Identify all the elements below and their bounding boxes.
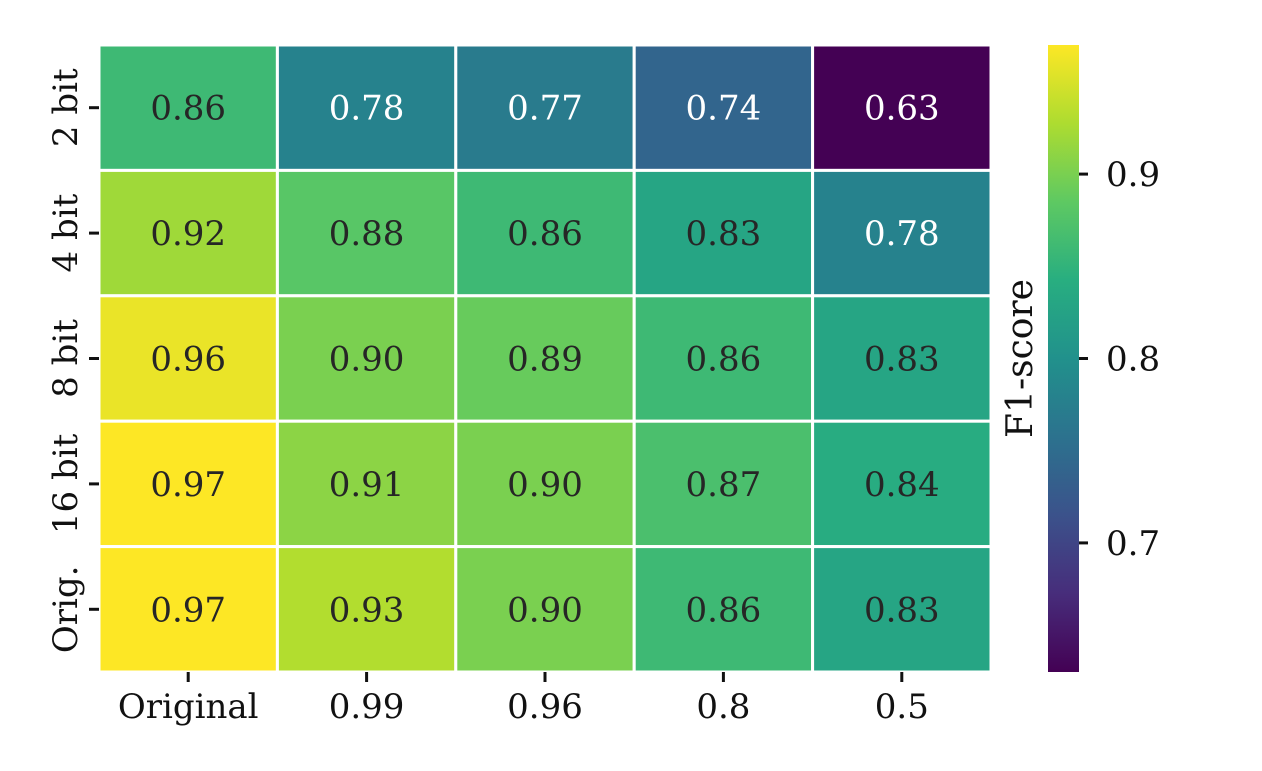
- cell-value-label: 0.96: [150, 340, 226, 380]
- y-tick-label: 4 bit: [46, 193, 86, 272]
- cell-value-label: 0.83: [686, 214, 762, 254]
- heatmap-cell: [632, 294, 815, 423]
- cell-value-label: 0.83: [864, 340, 940, 380]
- cell-value-label: 0.86: [686, 340, 762, 380]
- cell-value-label: 0.93: [329, 590, 405, 630]
- cell-value-label: 0.74: [686, 89, 762, 129]
- heatmap-cell: [275, 419, 458, 549]
- heatmap-cell: [97, 545, 279, 674]
- cell-value-label: 0.78: [864, 214, 940, 254]
- cell-value-label: 0.90: [507, 465, 583, 505]
- x-tick-label: 0.99: [329, 687, 405, 727]
- cell-value-label: 0.90: [329, 340, 405, 380]
- x-axis: Original 0.99 0.96 0.8 0.5: [118, 672, 929, 727]
- cell-value-label: 0.91: [329, 465, 405, 505]
- cell-value-label: 0.86: [686, 590, 762, 630]
- x-tick-label: Original: [118, 687, 259, 727]
- heatmap-cell: [97, 43, 279, 172]
- cell-value-label: 0.63: [864, 89, 940, 129]
- colorbar: F1-score 0.7 0.8 0.9: [1000, 45, 1160, 672]
- cell-value-label: 0.88: [329, 214, 405, 254]
- heatmap-cell: [632, 419, 815, 549]
- cell-value-label: 0.92: [150, 214, 226, 254]
- cell-value-label: 0.83: [864, 590, 940, 630]
- x-tick-label: 0.96: [507, 687, 583, 727]
- colorbar-tick-label: 0.8: [1106, 340, 1160, 380]
- cell-value-label: 0.87: [686, 465, 762, 505]
- y-tick-label: Orig.: [46, 566, 86, 654]
- y-tick-label: 8 bit: [46, 319, 86, 398]
- heatmap-cell: [454, 545, 636, 674]
- colorbar-tick-label: 0.7: [1106, 524, 1160, 564]
- y-tick-label: 2 bit: [46, 68, 86, 147]
- cell-value-label: 0.84: [864, 465, 940, 505]
- y-tick-label: 16 bit: [46, 433, 86, 534]
- cell-value-label: 0.77: [507, 89, 583, 129]
- heatmap-cell: [454, 43, 636, 172]
- cell-value-label: 0.86: [507, 214, 583, 254]
- y-axis: 2 bit 4 bit 8 bit 16 bit Orig.: [46, 68, 99, 653]
- heatmap-cell: [275, 43, 458, 172]
- colorbar-gradient: [1048, 45, 1079, 672]
- cell-value-label: 0.97: [150, 465, 226, 505]
- heatmap-cell: [454, 168, 636, 298]
- colorbar-tick-label: 0.9: [1106, 155, 1160, 195]
- cell-value-label: 0.78: [329, 89, 405, 129]
- heatmap-cell: [275, 545, 458, 674]
- heatmap-cell: [811, 419, 993, 549]
- cell-value-label: 0.90: [507, 590, 583, 630]
- heatmap-cell: [275, 294, 458, 423]
- x-tick-label: 0.5: [875, 687, 929, 727]
- heatmap-cell: [454, 419, 636, 549]
- heatmap-cell: [811, 168, 993, 298]
- heatmap-cells: 0.86 0.78 0.77 0.74 0.63 0.92 0.88 0.86 0.83 0.78…: [97, 43, 993, 674]
- colorbar-label: F1-score: [1000, 279, 1041, 438]
- cell-value-label: 0.97: [150, 590, 226, 630]
- x-tick-label: 0.8: [696, 687, 750, 727]
- cell-value-label: 0.89: [507, 340, 583, 380]
- cell-value-label: 0.86: [150, 89, 226, 129]
